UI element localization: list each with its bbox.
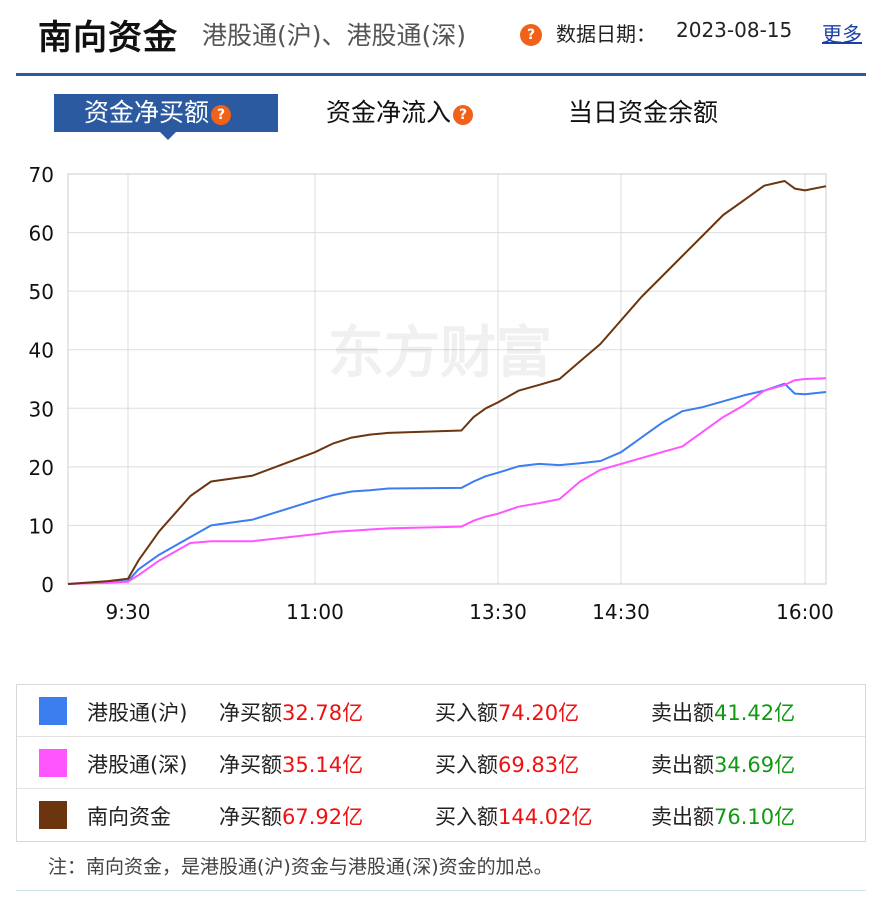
x-tick-label: 9:30 [106,600,151,624]
legend-table: 港股通(沪) 净买额32.78亿 买入额74.20亿 卖出额41.42亿 港股通… [16,684,866,842]
sell-value: 41.42亿 [714,701,796,725]
net-buy-value: 67.92亿 [282,805,364,829]
series-name: 港股通(深) [87,753,188,777]
y-tick-label: 0 [41,573,54,597]
line-chart: 东方财富 0 10 20 30 40 50 60 70 9:30 11:00 13:30 14:30… [29,163,834,624]
date-label: 数据日期： [556,22,656,46]
x-tick-label: 13:30 [469,600,527,624]
tab-net-inflow-label: 资金净流入 [326,98,452,127]
y-tick-label: 30 [29,397,54,421]
buy-cell: 买入额74.20亿 [435,701,580,725]
buy-value: 144.02亿 [498,805,593,829]
x-tick-label: 11:00 [286,600,344,624]
tab-net-inflow[interactable]: 资金净流入? [326,94,474,132]
header: 南向资金 港股通(沪)、港股通(深) ? 数据日期： 2023-08-15 更多 [16,0,866,76]
series-line-港股通(深) [67,377,827,585]
buy-value: 69.83亿 [498,753,580,777]
series-line-港股通(沪) [67,382,827,585]
tab-net-buy[interactable]: 资金净买额? [54,94,278,140]
legend-row-southbound: 南向资金 净买额67.92亿 买入额144.02亿 卖出额76.10亿 [17,789,865,841]
net-buy-cell: 净买额67.92亿 [219,805,364,829]
question-icon[interactable]: ? [211,105,232,125]
y-axis: 0 10 20 30 40 50 60 70 [29,163,54,597]
sell-value: 76.10亿 [714,805,796,829]
legend-swatch [39,749,67,777]
tab-daily-balance-label: 当日资金余额 [568,98,719,127]
buy-cell: 买入额69.83亿 [435,753,580,777]
legend-row-hk-sz: 港股通(深) 净买额35.14亿 买入额69.83亿 卖出额34.69亿 [17,737,865,789]
tab-bar: 资金净买额? 资金净流入? 当日资金余额 [54,94,814,140]
chart-series [67,180,827,585]
series-name: 港股通(沪) [87,701,188,725]
x-axis: 9:30 11:00 13:30 14:30 16:00 [106,600,834,624]
page-title: 南向资金 [38,18,178,58]
sell-cell: 卖出额41.42亿 [651,701,796,725]
y-tick-label: 20 [29,456,54,480]
x-tick-label: 14:30 [592,600,650,624]
y-tick-label: 70 [29,163,54,187]
buy-value: 74.20亿 [498,701,580,725]
question-icon[interactable]: ? [520,24,542,46]
sell-cell: 卖出额76.10亿 [651,805,796,829]
series-line-南向资金 [67,180,827,585]
tab-net-buy-label: 资金净买额 [84,98,210,127]
question-icon[interactable]: ? [453,105,474,125]
y-tick-label: 50 [29,280,54,304]
footnote: 注：南向资金，是港股通(沪)资金与港股通(深)资金的加总。 [48,856,553,878]
y-tick-label: 60 [29,222,54,246]
net-buy-value: 35.14亿 [282,753,364,777]
legend-swatch [39,801,67,829]
y-tick-label: 10 [29,514,54,538]
sell-cell: 卖出额34.69亿 [651,753,796,777]
net-buy-cell: 净买额32.78亿 [219,701,364,725]
legend-row-hk-sh: 港股通(沪) 净买额32.78亿 买入额74.20亿 卖出额41.42亿 [17,685,865,737]
sell-value: 34.69亿 [714,753,796,777]
watermark: 东方财富 [328,321,552,386]
page-subtitle: 港股通(沪)、港股通(深) [202,21,467,50]
date-value: 2023-08-15 [676,18,793,42]
series-name: 南向资金 [87,805,171,829]
more-link[interactable]: 更多 [822,22,862,46]
legend-swatch [39,697,67,725]
net-buy-cell: 净买额35.14亿 [219,753,364,777]
divider [16,890,866,891]
buy-cell: 买入额144.02亿 [435,805,593,829]
tab-daily-balance[interactable]: 当日资金余额 [568,94,718,132]
x-tick-label: 16:00 [776,600,834,624]
y-tick-label: 40 [29,339,54,363]
net-buy-value: 32.78亿 [282,701,364,725]
